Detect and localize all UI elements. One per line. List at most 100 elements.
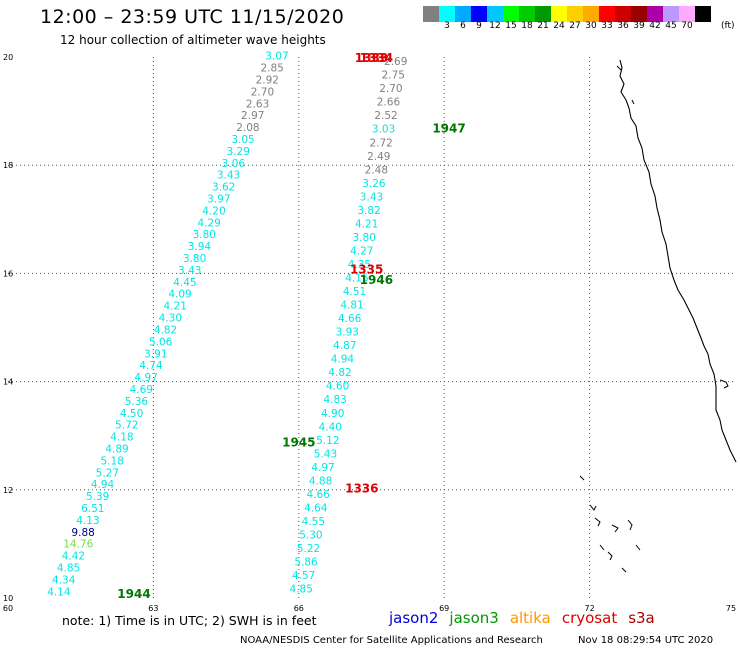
wave-height-value: 2.75 — [382, 70, 405, 82]
color-swatch — [503, 6, 519, 22]
coastline — [579, 59, 737, 573]
x-tick-label: 69 — [439, 604, 449, 613]
credit-line: NOAA/NESDIS Center for Satellite Applica… — [240, 635, 543, 646]
wave-height-value: 3.91 — [144, 348, 167, 360]
wave-height-value: 2.70 — [251, 86, 274, 98]
wave-height-value: 5.12 — [316, 435, 339, 447]
wave-height-value: 14.76 — [63, 539, 93, 551]
wave-height-value: 5.43 — [314, 448, 337, 460]
pass-number: 1947 — [432, 122, 465, 136]
color-swatch — [535, 6, 551, 22]
wave-height-value: 4.97 — [134, 372, 157, 384]
y-tick-label: 18 — [3, 161, 13, 170]
wave-height-value: 3.06 — [222, 158, 246, 170]
color-scale-tick: 39 — [633, 21, 645, 31]
color-scale-tick: 42 — [649, 21, 661, 31]
color-scale-unit: (ft) — [721, 21, 735, 31]
y-tick-label: 12 — [3, 486, 13, 495]
wave-height-value: 4.45 — [173, 277, 196, 289]
wave-height-value: 2.48 — [365, 164, 388, 176]
color-swatch — [599, 6, 615, 22]
wave-height-value: 5.36 — [125, 396, 149, 408]
y-tick-label: 14 — [3, 378, 13, 387]
wave-height-value: 5.39 — [86, 491, 109, 503]
color-swatch — [583, 6, 599, 22]
wave-height-value: 4.40 — [319, 421, 342, 433]
pass-number: 1944 — [117, 587, 150, 601]
wave-height-value: 4.20 — [202, 205, 225, 217]
wave-height-value: 4.57 — [292, 570, 315, 582]
color-scale-tick: 3 — [444, 21, 450, 31]
wave-height-value: 3.80 — [193, 229, 216, 241]
x-tick-label: 60 — [3, 604, 13, 613]
wave-height-value: 4.97 — [311, 462, 334, 474]
wave-height-value: 2.49 — [367, 151, 390, 163]
color-swatch — [439, 6, 455, 22]
wave-height-value: 4.14 — [47, 586, 71, 598]
wave-height-value: 4.34 — [52, 574, 76, 586]
wave-height-value: 3.97 — [207, 194, 230, 206]
wave-height-value: 4.18 — [110, 432, 133, 444]
x-tick-label: 63 — [148, 604, 158, 613]
x-tick-label: 66 — [294, 604, 304, 613]
wave-height-value: 2.69 — [384, 56, 407, 68]
wave-height-value: 4.81 — [340, 300, 363, 312]
wave-height-value: 4.83 — [323, 394, 346, 406]
wave-height-value: 4.69 — [130, 384, 153, 396]
page-subtitle: 12 hour collection of altimeter wave hei… — [60, 33, 326, 47]
footnote: note: 1) Time is in UTC; 2) SWH is in fe… — [62, 613, 317, 628]
color-swatch — [615, 6, 631, 22]
y-tick-label: 10 — [3, 594, 13, 603]
wave-height-value: 4.87 — [333, 340, 356, 352]
y-tick-label: 20 — [3, 53, 13, 62]
color-swatch — [647, 6, 663, 22]
wave-height-value: 3.62 — [212, 182, 235, 194]
wave-height-value: 3.82 — [357, 205, 380, 217]
wave-height-value: 3.07 — [265, 51, 288, 63]
wave-height-value: 5.30 — [299, 529, 322, 541]
wave-height-value: 4.82 — [154, 324, 177, 336]
legend-item-cryosat: cryosat — [561, 609, 618, 627]
wave-height-value: 5.86 — [294, 557, 318, 569]
wave-height-value: 4.09 — [168, 289, 191, 301]
legend-item-jason3: jason3 — [449, 609, 499, 627]
wave-height-value: 2.08 — [236, 122, 259, 134]
wave-height-value: 3.80 — [183, 253, 206, 265]
wave-height-value: 2.66 — [377, 97, 401, 109]
x-tick-label: 75 — [726, 604, 736, 613]
color-swatch — [423, 6, 439, 22]
wave-height-value: 5.18 — [101, 455, 124, 467]
wave-height-value: 5.72 — [115, 420, 138, 432]
axis-tick-labels: 60 63 66 69 72 75 20 18 16 14 12 10 — [3, 53, 736, 613]
wave-height-value: 4.94 — [331, 354, 355, 366]
pass-number: 1945 — [282, 436, 315, 450]
color-scale-tick: 21 — [537, 21, 549, 31]
generated-timestamp: Nov 18 08:29:54 UTC 2020 — [578, 635, 714, 646]
wave-height-value: 2.70 — [379, 83, 402, 95]
wave-height-value: 5.06 — [149, 336, 173, 348]
wave-height-value: 9.88 — [71, 527, 94, 539]
color-swatch — [487, 6, 503, 22]
wave-height-value: 4.60 — [326, 381, 349, 393]
wave-height-value: 4.82 — [328, 367, 351, 379]
y-tick-label: 16 — [3, 269, 13, 278]
satellite-legend: jason2 jason3 altika cryosat s3a — [389, 609, 666, 627]
wave-height-values: 4.144.344.854.4214.769.884.136.515.394.9… — [47, 51, 407, 599]
wave-height-value: 2.52 — [374, 110, 397, 122]
wave-height-value: 4.74 — [139, 360, 163, 372]
wave-height-value: 4.50 — [120, 408, 143, 420]
pass-number: 1946 — [360, 273, 393, 287]
wave-height-value: 4.55 — [302, 516, 325, 528]
wave-height-value: 5.22 — [297, 543, 320, 555]
color-swatch — [695, 6, 711, 22]
pass-number: 1334 — [360, 51, 393, 65]
wave-height-value: 4.13 — [76, 515, 99, 527]
color-swatch — [471, 6, 487, 22]
wave-height-value: 5.27 — [96, 467, 119, 479]
color-scale-tick: 12 — [489, 21, 501, 31]
wave-height-value: 4.85 — [57, 562, 80, 574]
wave-height-value: 3.93 — [336, 327, 359, 339]
wave-height-value: 4.66 — [306, 489, 330, 501]
color-scale-tick: 18 — [521, 21, 533, 31]
